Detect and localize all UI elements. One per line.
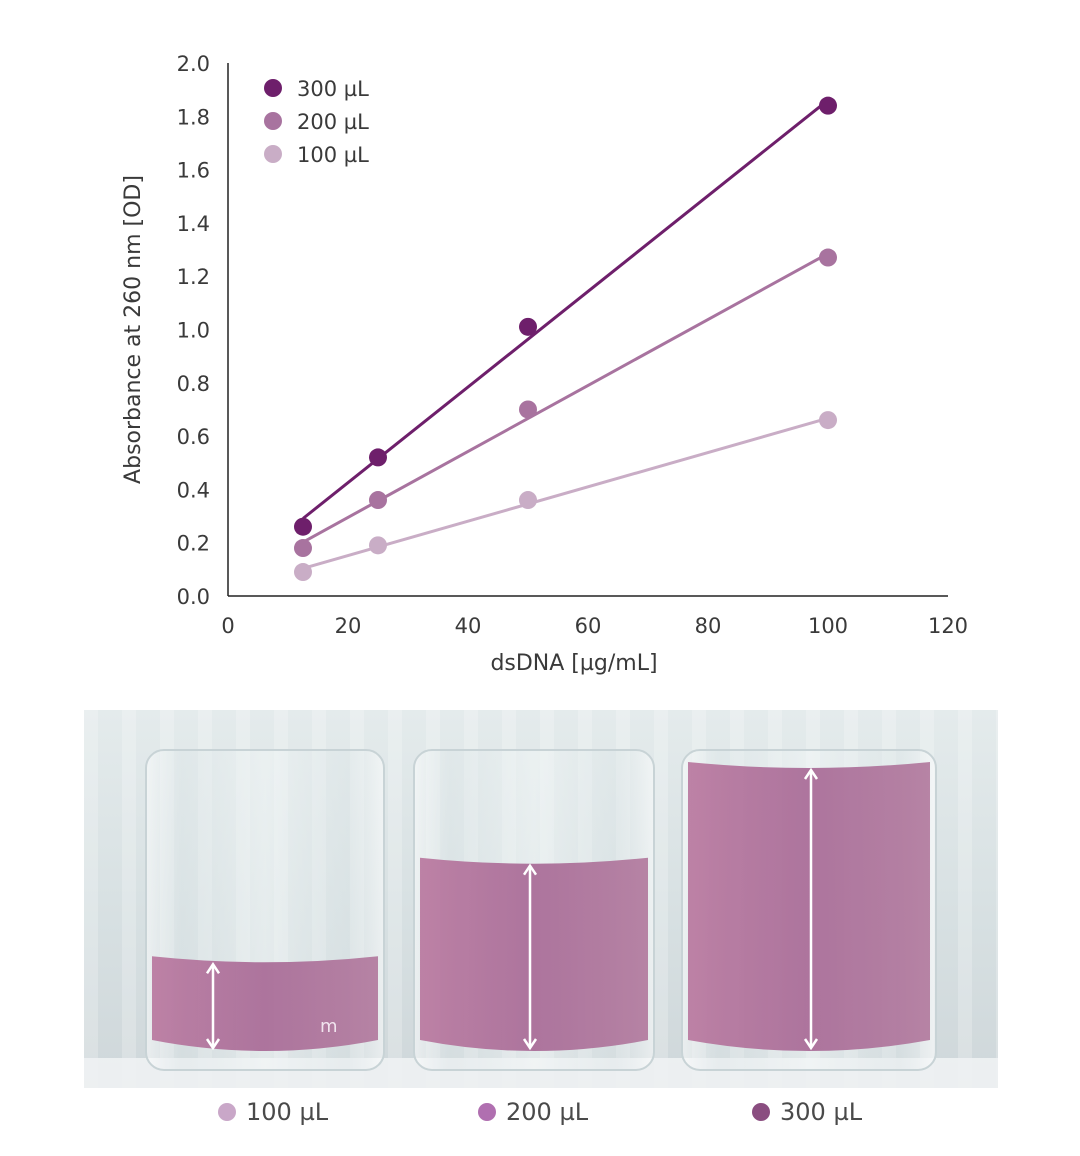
- well: [413, 749, 655, 1071]
- photo-legend: 100 µL 200 µL 300 µL: [0, 1098, 1080, 1146]
- x-tick-label: 120: [928, 614, 968, 638]
- arrow-head-down-icon: [522, 1038, 538, 1051]
- well-liquid: [688, 762, 930, 1051]
- glass-reflection: [654, 710, 668, 1088]
- y-tick-label: 1.4: [177, 212, 210, 236]
- data-point-series-0: [294, 517, 312, 536]
- y-tick-label: 0.0: [177, 585, 210, 609]
- legend-label: 100 µL: [297, 143, 369, 167]
- photo-legend-label: 300 µL: [780, 1098, 863, 1126]
- trend-line-series-1: [302, 252, 829, 544]
- y-tick-label: 0.4: [177, 478, 210, 502]
- x-tick-label: 80: [695, 614, 722, 638]
- data-point-series-0: [819, 96, 837, 115]
- x-tick-label: 0: [221, 614, 234, 638]
- y-tick-label: 0.2: [177, 532, 210, 556]
- x-tick-label: 60: [575, 614, 602, 638]
- photo-overlay-text: m: [320, 1016, 338, 1037]
- data-point-series-0: [519, 317, 537, 336]
- well: [145, 749, 385, 1071]
- data-point-series-1: [519, 400, 537, 419]
- well-liquid: [420, 857, 648, 1051]
- glass-reflection: [122, 710, 136, 1088]
- y-tick-label: 1.6: [177, 159, 210, 183]
- photo-legend-item: 300 µL: [752, 1098, 862, 1126]
- arrow-head-up-icon: [803, 767, 819, 780]
- x-tick-label: 100: [808, 614, 848, 638]
- data-point-series-1: [819, 248, 837, 267]
- photo-legend-label: 100 µL: [246, 1098, 329, 1126]
- y-tick-label: 1.0: [177, 319, 210, 343]
- glass-reflection: [84, 710, 98, 1088]
- data-point-series-2: [294, 563, 312, 582]
- well: [681, 749, 937, 1071]
- x-axis-title: dsDNA [µg/mL]: [490, 651, 657, 676]
- data-point-series-2: [369, 536, 387, 555]
- y-tick-label: 0.6: [177, 425, 210, 449]
- legend-dot-icon: [218, 1103, 236, 1121]
- absorbance-chart: 0.0 0.2 0.4 0.6 0.8 1.0 1.2 1.4 1.6 1.8 2.0 0 20 40 60…: [121, 52, 968, 676]
- y-axis-title: Absorbance at 260 nm [OD]: [121, 175, 146, 484]
- legend-dot-icon: [478, 1103, 496, 1121]
- legend-label: 200 µL: [297, 110, 369, 134]
- legend-dot-icon: [752, 1103, 770, 1121]
- legend-marker: [264, 145, 282, 163]
- data-point-series-0: [369, 448, 387, 467]
- glass-reflection: [388, 710, 402, 1088]
- arrow-head-down-icon: [803, 1038, 819, 1051]
- glass-reflection: [958, 710, 972, 1088]
- x-tick-label: 40: [455, 614, 482, 638]
- legend-marker: [264, 112, 282, 130]
- well-liquid: [152, 956, 378, 1051]
- photo-legend-item: 200 µL: [478, 1098, 588, 1126]
- x-tick-label: 20: [335, 614, 362, 638]
- data-point-series-1: [294, 539, 312, 558]
- well-illustration: m: [84, 710, 998, 1088]
- arrow-head-up-icon: [522, 863, 538, 876]
- glass-reflection: [996, 710, 998, 1088]
- data-point-series-2: [519, 491, 537, 510]
- data-point-series-1: [369, 491, 387, 510]
- y-tick-label: 2.0: [177, 52, 210, 76]
- trend-line-series-2: [302, 416, 829, 570]
- arrow-head-down-icon: [205, 1038, 221, 1051]
- legend-marker: [264, 79, 282, 97]
- legend-label: 300 µL: [297, 77, 369, 101]
- trend-line-series-0: [302, 98, 829, 520]
- photo-legend-label: 200 µL: [506, 1098, 589, 1126]
- y-tick-label: 1.8: [177, 105, 210, 129]
- photo-legend-item: 100 µL: [218, 1098, 328, 1126]
- y-tick-label: 0.8: [177, 372, 210, 396]
- data-point-series-2: [819, 411, 837, 430]
- well-plate-photo: m: [84, 710, 998, 1088]
- y-tick-label: 1.2: [177, 265, 210, 289]
- arrow-head-up-icon: [205, 962, 221, 974]
